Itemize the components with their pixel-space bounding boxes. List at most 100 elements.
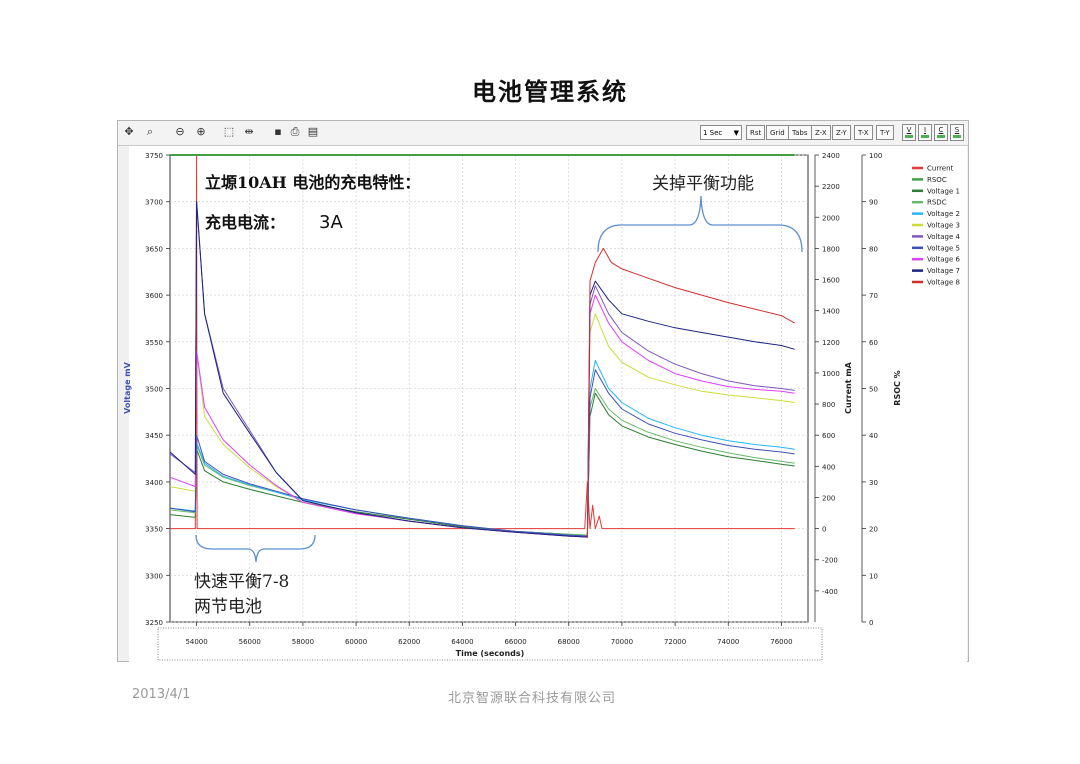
y3-tick-label: 70 [869,292,878,300]
zy-button[interactable]: Z-Y [832,125,851,140]
y-tick-label: 3450 [145,432,163,440]
annotation-current-label: 充电电流： [205,213,285,232]
y-tick-label: 3250 [145,619,163,627]
y3-tick-label: 100 [869,152,882,160]
y2-tick-label: 600 [822,432,835,440]
zx-button[interactable]: Z-X [811,125,831,140]
x-tick-label: 68000 [558,638,580,646]
y2-tick-label: 1800 [822,245,840,253]
zoom-out-icon[interactable]: ⊖ [175,125,185,138]
print-icon[interactable]: ⎙ [290,125,300,138]
legend-entry: Voltage 4 [927,233,960,241]
y2-tick-label: -400 [822,588,838,596]
legend-entry: RSDC [927,199,947,207]
y3-tick-label: 0 [869,619,873,627]
toggle-i-label: I [923,126,927,134]
slide-title: 电池管理系统 [472,77,628,106]
y2-tick-label: 2200 [822,183,840,191]
y-tick-label: 3300 [145,572,163,580]
footer-date: 2013/4/1 [132,687,191,702]
x-tick-label: 56000 [239,638,261,646]
split-icon[interactable]: ⇹ [244,125,254,138]
toggle-c[interactable]: C [934,124,948,141]
y-tick-label: 3550 [145,339,163,347]
preview-icon[interactable]: ▤ [307,125,319,138]
y-tick-label: 3400 [145,479,163,487]
x-tick-label: 70000 [611,638,633,646]
y3-axis-label: RSOC % [893,370,902,405]
plot-frame [169,154,809,623]
select-box-icon[interactable]: ⬚ [223,125,235,138]
chevron-down-icon: ▼ [733,129,739,137]
toggle-v-label: V [906,126,912,134]
chart-toolbar: ✥ ⌕ ⊖ ⊕ ⬚ ⇹ ▪ ⎙ ▤ 1 Sec ▼ Rst Grid Tabs … [118,121,968,146]
legend-entry: Voltage 3 [927,222,960,230]
x-tick-label: 74000 [717,638,739,646]
zoom-fit-icon[interactable]: ⌕ [146,125,154,138]
x-tick-label: 58000 [292,638,314,646]
x-tick-label: 66000 [504,638,526,646]
ty-button[interactable]: T-Y [876,125,894,140]
x-axis-frame [157,627,823,661]
x-axis-label: Time (seconds) [456,649,525,658]
y-tick-label: 3500 [145,386,163,394]
y2-tick-label: 2000 [822,214,840,222]
legend-entry: Voltage 7 [927,267,960,275]
legend-entry: Voltage 6 [927,256,960,264]
annotation-battery-heading: 立塬10AH 电池的充电特性： [205,173,420,192]
y3-tick-label: 30 [869,479,878,487]
toggle-c-label: C [938,126,944,134]
toggle-s[interactable]: S [950,124,964,141]
brace-balance-off [597,195,803,253]
y2-tick-label: 1600 [822,277,840,285]
save-icon[interactable]: ▪ [274,125,282,138]
legend-entry: Current [927,165,954,173]
y3-tick-label: 80 [869,245,878,253]
x-tick-label: 60000 [345,638,367,646]
legend-entry: RSOC [927,176,947,184]
x-tick-label: 62000 [398,638,420,646]
y2-tick-label: 2400 [822,152,840,160]
annotation-fast-balance-line2: 两节电池 [194,597,262,617]
y2-tick-label: 800 [822,401,835,409]
y2-tick-label: 200 [822,494,835,502]
y3-tick-label: 50 [869,386,878,394]
y-tick-label: 3650 [145,245,163,253]
x-tick-label: 64000 [451,638,473,646]
y2-tick-label: 1400 [822,308,840,316]
y2-tick-label: 400 [822,463,835,471]
interval-select[interactable]: 1 Sec ▼ [700,125,742,140]
tx-button[interactable]: T-X [854,125,873,140]
y3-tick-label: 60 [869,339,878,347]
y-tick-label: 3700 [145,199,163,207]
x-tick-label: 72000 [664,638,686,646]
interval-select-value: 1 Sec [703,129,723,137]
y3-tick-label: 40 [869,432,878,440]
pan-icon[interactable]: ✥ [124,125,134,138]
brace-fast-balance [195,534,316,563]
legend-entry: Voltage 1 [927,187,960,195]
y2-tick-label: 1200 [822,339,840,347]
legend-entry: Voltage 8 [927,279,960,287]
y2-tick-label: 0 [822,526,826,534]
y2-axis-label: Current mA [844,361,853,414]
y-axis-label: Voltage mV [123,361,132,413]
y-tick-label: 3600 [145,292,163,300]
series-line-voltage-8 [586,247,795,538]
legend-entry: Voltage 5 [927,244,960,252]
series-line-rsdc [169,388,795,536]
zoom-in-icon[interactable]: ⊕ [196,125,206,138]
rst-button[interactable]: Rst [746,125,766,140]
toggle-i[interactable]: I [918,124,932,141]
y3-tick-label: 90 [869,199,878,207]
legend-entry: Voltage 2 [927,210,960,218]
y-tick-label: 3750 [145,152,163,160]
footer-company: 北京智源联合科技有限公司 [448,691,617,706]
y3-tick-label: 20 [869,526,878,534]
toggle-v[interactable]: V [902,124,916,141]
x-tick-label: 54000 [185,638,207,646]
toggle-s-label: S [954,126,960,134]
y2-tick-label: -200 [822,557,838,565]
annotation-current-value: 3A [319,212,343,233]
